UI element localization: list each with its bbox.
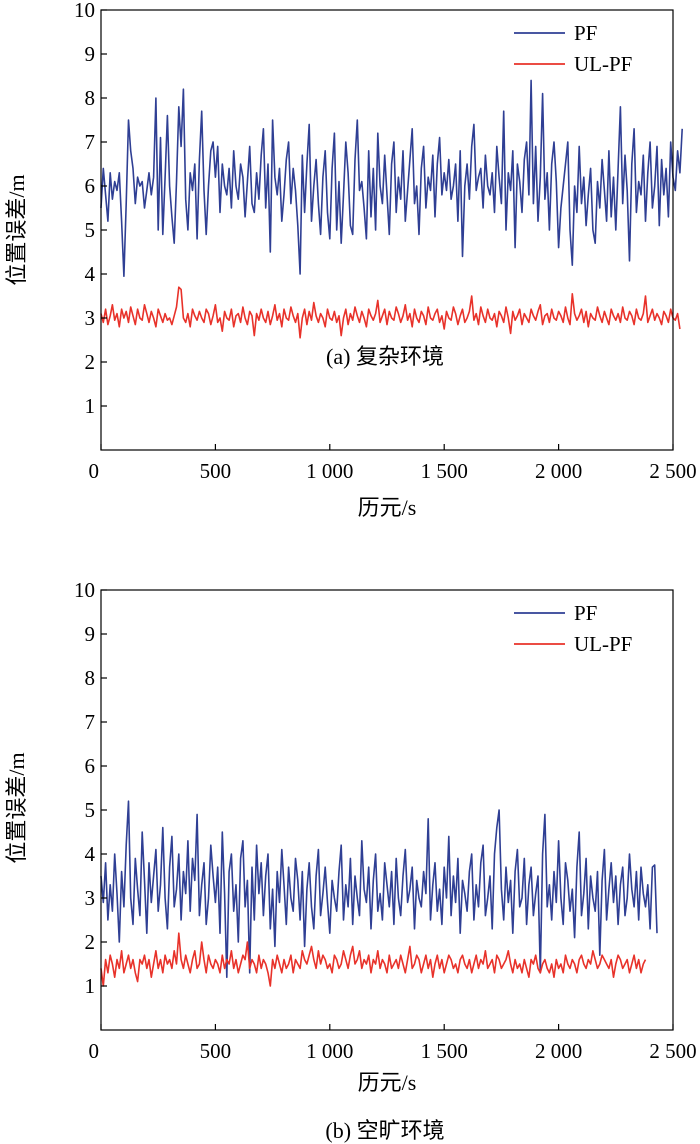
legend: PF UL-PF — [514, 601, 632, 656]
legend: PF UL-PF — [514, 21, 632, 76]
y-tick-label: 5 — [85, 798, 96, 822]
legend-label: UL-PF — [574, 632, 632, 656]
x-tick-label: 500 — [200, 1039, 232, 1063]
x-tick-label: 0 — [89, 459, 100, 483]
y-tick-label: 5 — [85, 218, 96, 242]
x-tick-label: 2 000 — [535, 459, 582, 483]
y-tick-label: 8 — [85, 86, 96, 110]
chart-panel-b: (b) 空旷环境 历元/s 位置误差/m 0 500 1 000 1 500 2 000… — [4, 578, 697, 1143]
plot-frame — [100, 9, 674, 451]
x-tick-label: 1 500 — [421, 459, 468, 483]
x-tick-label: 1 500 — [421, 1039, 468, 1063]
y-tick-label: 9 — [85, 42, 96, 66]
y-tick-label: 1 — [85, 974, 96, 998]
y-tick-label: 7 — [85, 710, 96, 734]
y-tick-label: 3 — [85, 306, 96, 330]
y-tick-label: 6 — [85, 754, 96, 778]
x-tick-label: 1 000 — [306, 1039, 353, 1063]
chart-caption: (b) 空旷环境 — [325, 1118, 444, 1143]
x-tick-label: 2 500 — [649, 1039, 696, 1063]
y-tick-label: 4 — [85, 842, 96, 866]
y-tick-label: 4 — [85, 262, 96, 286]
y-tick-label: 10 — [74, 578, 95, 602]
series-line-ul-pf — [100, 286, 681, 339]
chart-panel-a: (a) 复杂环境 历元/s 位置误差/m 0 500 1 000 1 500 2 000… — [4, 0, 697, 520]
legend-label: PF — [574, 601, 597, 625]
x-tick-label: 1 000 — [306, 459, 353, 483]
y-tick-label: 9 — [85, 622, 96, 646]
y-tick-label: 1 — [85, 394, 96, 418]
y-axis-label: 位置误差/m — [4, 174, 29, 285]
series-line-pf — [100, 800, 658, 979]
series-lines — [100, 79, 683, 339]
y-tick-label: 6 — [85, 174, 96, 198]
series-lines — [100, 800, 658, 987]
y-tick-label: 2 — [85, 350, 96, 374]
chart-caption: (a) 复杂环境 — [326, 344, 444, 369]
x-tick-label: 500 — [200, 459, 232, 483]
x-tick-label: 0 — [89, 1039, 100, 1063]
y-tick-label: 2 — [85, 930, 96, 954]
x-axis-label: 历元/s — [358, 495, 417, 520]
legend-label: UL-PF — [574, 52, 632, 76]
y-tick-label: 3 — [85, 886, 96, 910]
x-tick-label: 2 500 — [649, 459, 696, 483]
y-tick-label: 10 — [74, 0, 95, 22]
x-axis-label: 历元/s — [358, 1070, 417, 1095]
legend-label: PF — [574, 21, 597, 45]
y-tick-label: 8 — [85, 666, 96, 690]
x-tick-label: 2 000 — [535, 1039, 582, 1063]
y-tick-label: 7 — [85, 130, 96, 154]
series-line-ul-pf — [100, 932, 647, 987]
y-axis-label: 位置误差/m — [4, 752, 29, 863]
series-line-pf — [100, 79, 683, 278]
